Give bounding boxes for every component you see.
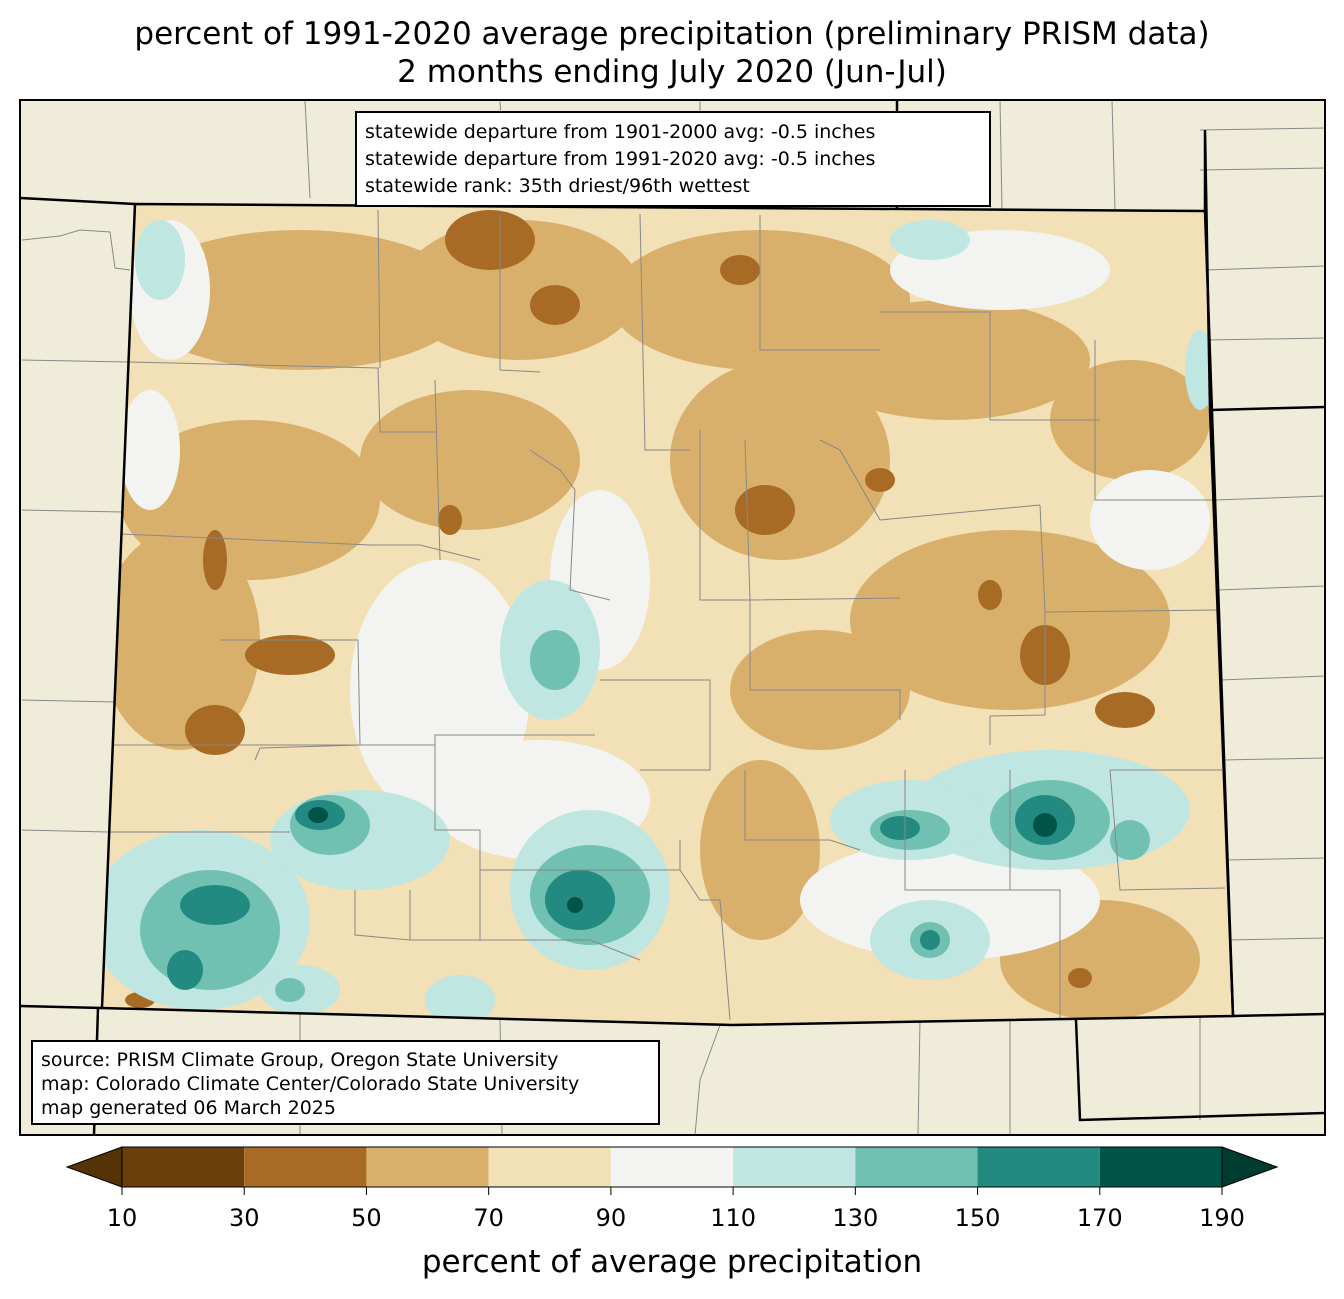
colorbar-tick-label: 30 <box>228 1204 260 1232</box>
colorbar-swatch <box>366 1147 489 1187</box>
colorbar-over-arrow <box>1221 1146 1279 1188</box>
colorbar-under-arrow <box>65 1146 123 1188</box>
colorbar-frame <box>121 1146 1223 1188</box>
colorbar-swatch <box>610 1147 734 1187</box>
colorbar-tick-label: 190 <box>1199 1204 1245 1232</box>
colorbar-swatch <box>1099 1147 1222 1187</box>
colorbar-swatch <box>977 1147 1100 1187</box>
colorbar-swatch <box>244 1147 367 1187</box>
colorbar-swatch <box>122 1147 245 1187</box>
colorbar-swatch <box>488 1147 611 1187</box>
colorbar-swatch <box>733 1147 856 1187</box>
county-lines <box>108 209 1226 1021</box>
colorbar-swatch <box>855 1147 978 1187</box>
colorbar-tick-label: 70 <box>473 1204 504 1232</box>
map-frame <box>19 99 1326 1136</box>
colorbar-tick-label: 170 <box>1076 1204 1123 1232</box>
stats-line-2: statewide departure from 1991-2020 avg: … <box>365 148 876 170</box>
colorbar-tick-label: 10 <box>106 1204 138 1232</box>
map-title-line-2: 2 months ending July 2020 (Jun-Jul) <box>397 54 947 90</box>
statewide-stats-box: statewide departure from 1901-2000 avg: … <box>355 111 991 207</box>
precipitation-field <box>102 204 1233 1025</box>
source-line-1: source: PRISM Climate Group, Oregon Stat… <box>41 1049 559 1071</box>
source-line-2: map: Colorado Climate Center/Colorado St… <box>41 1073 580 1095</box>
colorbar-label: percent of average precipitation <box>421 1244 923 1280</box>
colorbar-tick-label: 90 <box>595 1204 627 1232</box>
stats-line-3: statewide rank: 35th driest/96th wettest <box>365 175 750 197</box>
colorado-border <box>100 202 1235 1027</box>
colorbar-tick-label: 110 <box>710 1204 757 1232</box>
map-title-line-1: percent of 1991-2020 average precipitati… <box>134 16 1210 52</box>
neighbor-border-east <box>1203 129 1235 1017</box>
source-box: source: PRISM Climate Group, Oregon Stat… <box>31 1040 660 1125</box>
colorbar-tick-label: 150 <box>954 1204 1001 1232</box>
colorbar-tick-label: 130 <box>832 1204 879 1232</box>
source-line-3: map generated 06 March 2025 <box>41 1097 336 1119</box>
stats-line-1: statewide departure from 1901-2000 avg: … <box>365 121 876 143</box>
colorbar-tick-label: 50 <box>351 1204 382 1232</box>
